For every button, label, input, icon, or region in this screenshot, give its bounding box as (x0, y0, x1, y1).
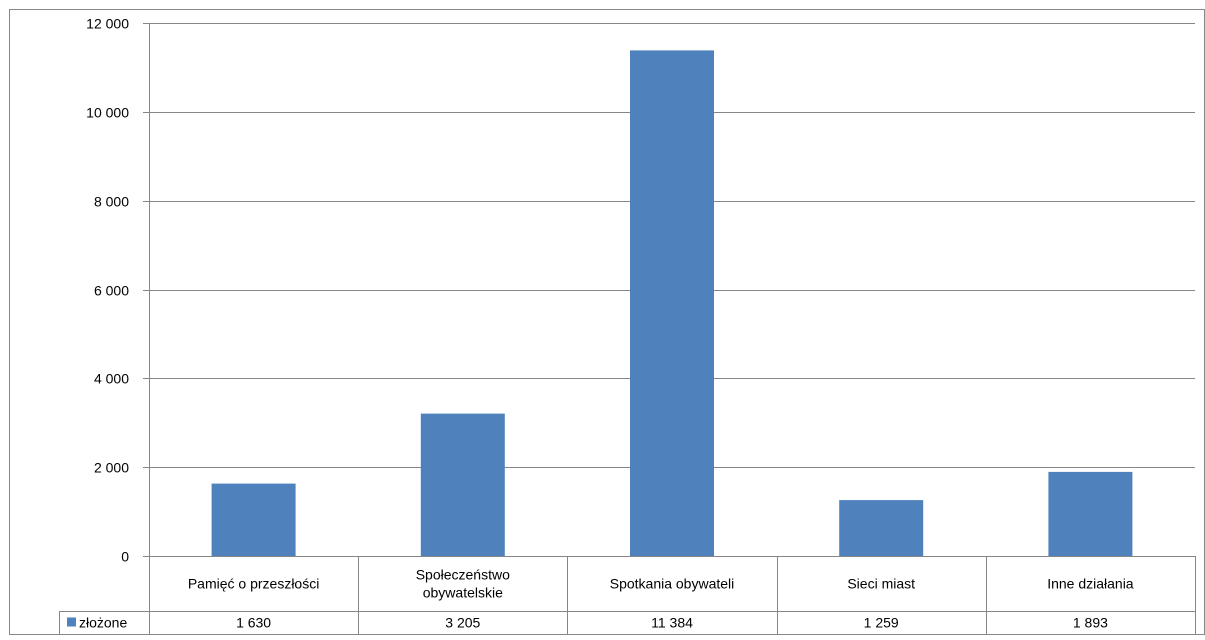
data-value-label: 1 893 (1073, 615, 1108, 631)
data-value-label: 1 630 (236, 615, 271, 631)
y-tick-label: 12 000 (86, 16, 129, 32)
data-value-label: 11 384 (651, 615, 693, 631)
legend-swatch (67, 617, 76, 627)
bar (839, 500, 924, 556)
y-tick-label: 10 000 (86, 105, 129, 121)
y-tick-label: 2 000 (94, 460, 129, 476)
bar (420, 413, 505, 556)
data-value-label: 3 205 (445, 615, 480, 631)
category-label: Spotkania obywateli (610, 576, 735, 592)
category-label: Pamięć o przeszłości (188, 576, 320, 592)
chart-area-border (9, 9, 1205, 635)
bars (211, 50, 1133, 557)
bar (211, 483, 296, 556)
category-label: Społeczeństwo obywatelskie (416, 567, 510, 601)
bar (1048, 471, 1133, 556)
y-axis-ticks: 0 2 000 4 000 6 000 8 000 10 000 12 000 (86, 16, 129, 565)
category-label: Sieci miast (847, 576, 915, 592)
bar (630, 50, 714, 557)
category-label: Inne działania (1047, 576, 1134, 592)
data-table: Pamięć o przeszłości Społeczeństwo obywate… (59, 556, 1196, 634)
y-tick-label: 0 (121, 549, 129, 565)
data-value-label: 1 259 (864, 615, 899, 631)
y-tick-label: 8 000 (94, 194, 129, 210)
legend-label: złożone (79, 615, 127, 631)
axes (149, 23, 1195, 611)
y-tick-label: 6 000 (94, 283, 129, 299)
y-tick-label: 4 000 (94, 371, 129, 387)
